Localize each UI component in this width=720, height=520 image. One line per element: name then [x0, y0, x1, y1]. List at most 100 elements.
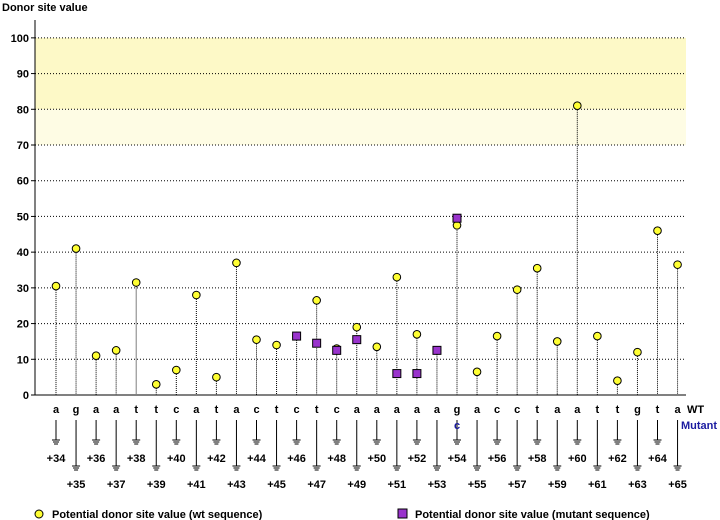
y-axis-label: Donor site value	[2, 2, 88, 14]
wt-base: a	[374, 404, 381, 416]
wt-base: a	[113, 404, 120, 416]
wt-base: a	[53, 404, 60, 416]
position-label: +58	[528, 453, 547, 465]
legend-mutant-label: Potential donor site value (mutant seque…	[415, 509, 650, 520]
y-tick-label: 10	[17, 354, 29, 366]
wt-base: a	[394, 404, 401, 416]
wt-base: c	[514, 404, 520, 416]
wt-base: a	[674, 404, 681, 416]
wt-base: t	[315, 404, 319, 416]
position-label: +62	[608, 453, 627, 465]
wt-base: a	[414, 404, 421, 416]
wt-base: t	[134, 404, 138, 416]
mutant-point	[412, 369, 422, 379]
wt-base: c	[494, 404, 500, 416]
y-tick-label: 70	[17, 140, 29, 152]
wt-point	[172, 365, 181, 375]
wt-base: a	[574, 404, 581, 416]
mutant-row-label: Mutant	[681, 420, 717, 432]
position-label: +54	[448, 453, 468, 465]
y-tick-label: 80	[17, 104, 29, 116]
position-label: +48	[327, 453, 346, 465]
position-label: +47	[307, 479, 326, 491]
position-label: +57	[508, 479, 527, 491]
position-label: +38	[127, 453, 146, 465]
wt-point	[232, 258, 241, 268]
wt-point	[552, 337, 562, 346]
position-label: +46	[287, 453, 306, 465]
position-label: +65	[668, 479, 687, 491]
position-label: +51	[388, 479, 407, 491]
position-label: +39	[147, 479, 166, 491]
mutant-base: c	[454, 420, 460, 432]
wt-base: c	[253, 404, 259, 416]
wt-point	[212, 372, 221, 382]
wt-base: c	[334, 404, 340, 416]
position-label: +41	[187, 479, 206, 491]
wt-point	[472, 367, 482, 377]
position-label: +44	[247, 453, 267, 465]
position-label: +42	[207, 453, 226, 465]
wt-base: c	[294, 404, 300, 416]
wt-point	[151, 379, 161, 389]
wt-point	[573, 101, 582, 111]
wt-base: t	[275, 404, 279, 416]
position-label: +59	[548, 479, 567, 491]
wt-point	[131, 278, 141, 287]
legend-wt-label: Potential donor site value (wt sequence)	[52, 509, 263, 520]
position-label: +43	[227, 479, 246, 491]
position-label: +56	[488, 453, 507, 465]
wt-point	[392, 272, 402, 282]
position-label: +52	[408, 453, 427, 465]
position-label: +45	[267, 479, 286, 491]
position-label: +50	[367, 453, 386, 465]
wt-base: a	[474, 404, 481, 416]
wt-point	[51, 281, 61, 291]
wt-point	[71, 244, 81, 253]
y-tick-label: 20	[17, 319, 29, 331]
wt-base: t	[154, 404, 158, 416]
wt-point	[312, 296, 321, 305]
wt-base: g	[634, 404, 641, 416]
mutant-point	[312, 338, 322, 348]
mutant-point	[292, 331, 302, 341]
wt-base: t	[616, 404, 620, 416]
y-tick-label: 40	[17, 247, 29, 259]
y-tick-label: 60	[17, 176, 29, 188]
position-label: +34	[47, 453, 67, 465]
position-label: +63	[628, 479, 647, 491]
wt-base: c	[173, 404, 179, 416]
legend-mutant-marker	[397, 508, 408, 519]
wt-point	[352, 322, 362, 332]
wt-point	[532, 263, 542, 273]
mutant-point	[392, 369, 402, 379]
position-label: +35	[67, 479, 86, 491]
wt-base: g	[454, 404, 461, 416]
wt-point	[653, 226, 662, 236]
wt-base: a	[93, 404, 100, 416]
position-label: +61	[588, 479, 607, 491]
highlight-band-1	[35, 109, 686, 145]
wt-point	[111, 346, 121, 355]
position-label: +49	[347, 479, 366, 491]
wt-point	[372, 342, 382, 352]
wt-base: t	[656, 404, 660, 416]
position-label: +40	[167, 453, 186, 465]
wt-point	[91, 351, 101, 361]
mutant-point	[452, 213, 462, 223]
wt-base: a	[554, 404, 561, 416]
wt-point	[613, 376, 622, 386]
highlight-band-0	[35, 37, 686, 110]
position-label: +53	[428, 479, 447, 491]
wt-point	[412, 329, 422, 339]
wt-point	[673, 260, 682, 269]
wt-base: t	[535, 404, 539, 416]
position-label: +37	[107, 479, 126, 491]
position-label: +55	[468, 479, 487, 491]
position-label: +60	[568, 453, 587, 465]
position-label: +36	[87, 453, 106, 465]
wt-point	[593, 331, 602, 341]
mutant-point	[432, 345, 442, 355]
